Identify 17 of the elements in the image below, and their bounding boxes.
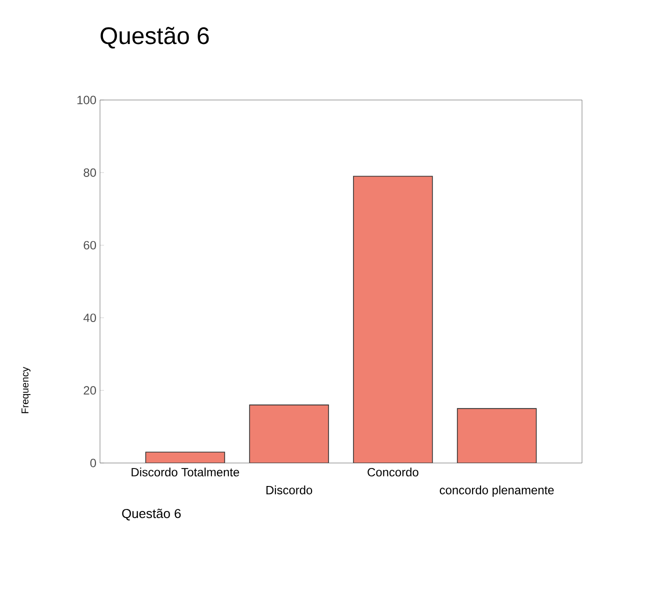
y-tick-label: 60	[84, 240, 96, 250]
x-tick-label: Discordo	[266, 486, 312, 494]
bar	[456, 408, 537, 463]
y-tick-label: 80	[84, 168, 96, 177]
bar	[146, 452, 225, 463]
y-tick-label: 40	[83, 314, 96, 322]
text: Questão 6	[122, 508, 181, 520]
x-tick-label: Discordo Totalmente	[132, 468, 240, 476]
x-tick-label: Concordo	[368, 468, 418, 476]
x-tick-label: concordo plenamente	[440, 486, 554, 497]
y-tick-label: 100	[77, 96, 96, 104]
y-tick-label: 20	[84, 386, 96, 395]
chart-title: Questão 6	[100, 26, 209, 49]
y-axis-title: Frequency	[22, 366, 30, 414]
bar	[353, 176, 432, 463]
y-tick-label: 0	[90, 458, 96, 468]
bar	[250, 404, 329, 463]
